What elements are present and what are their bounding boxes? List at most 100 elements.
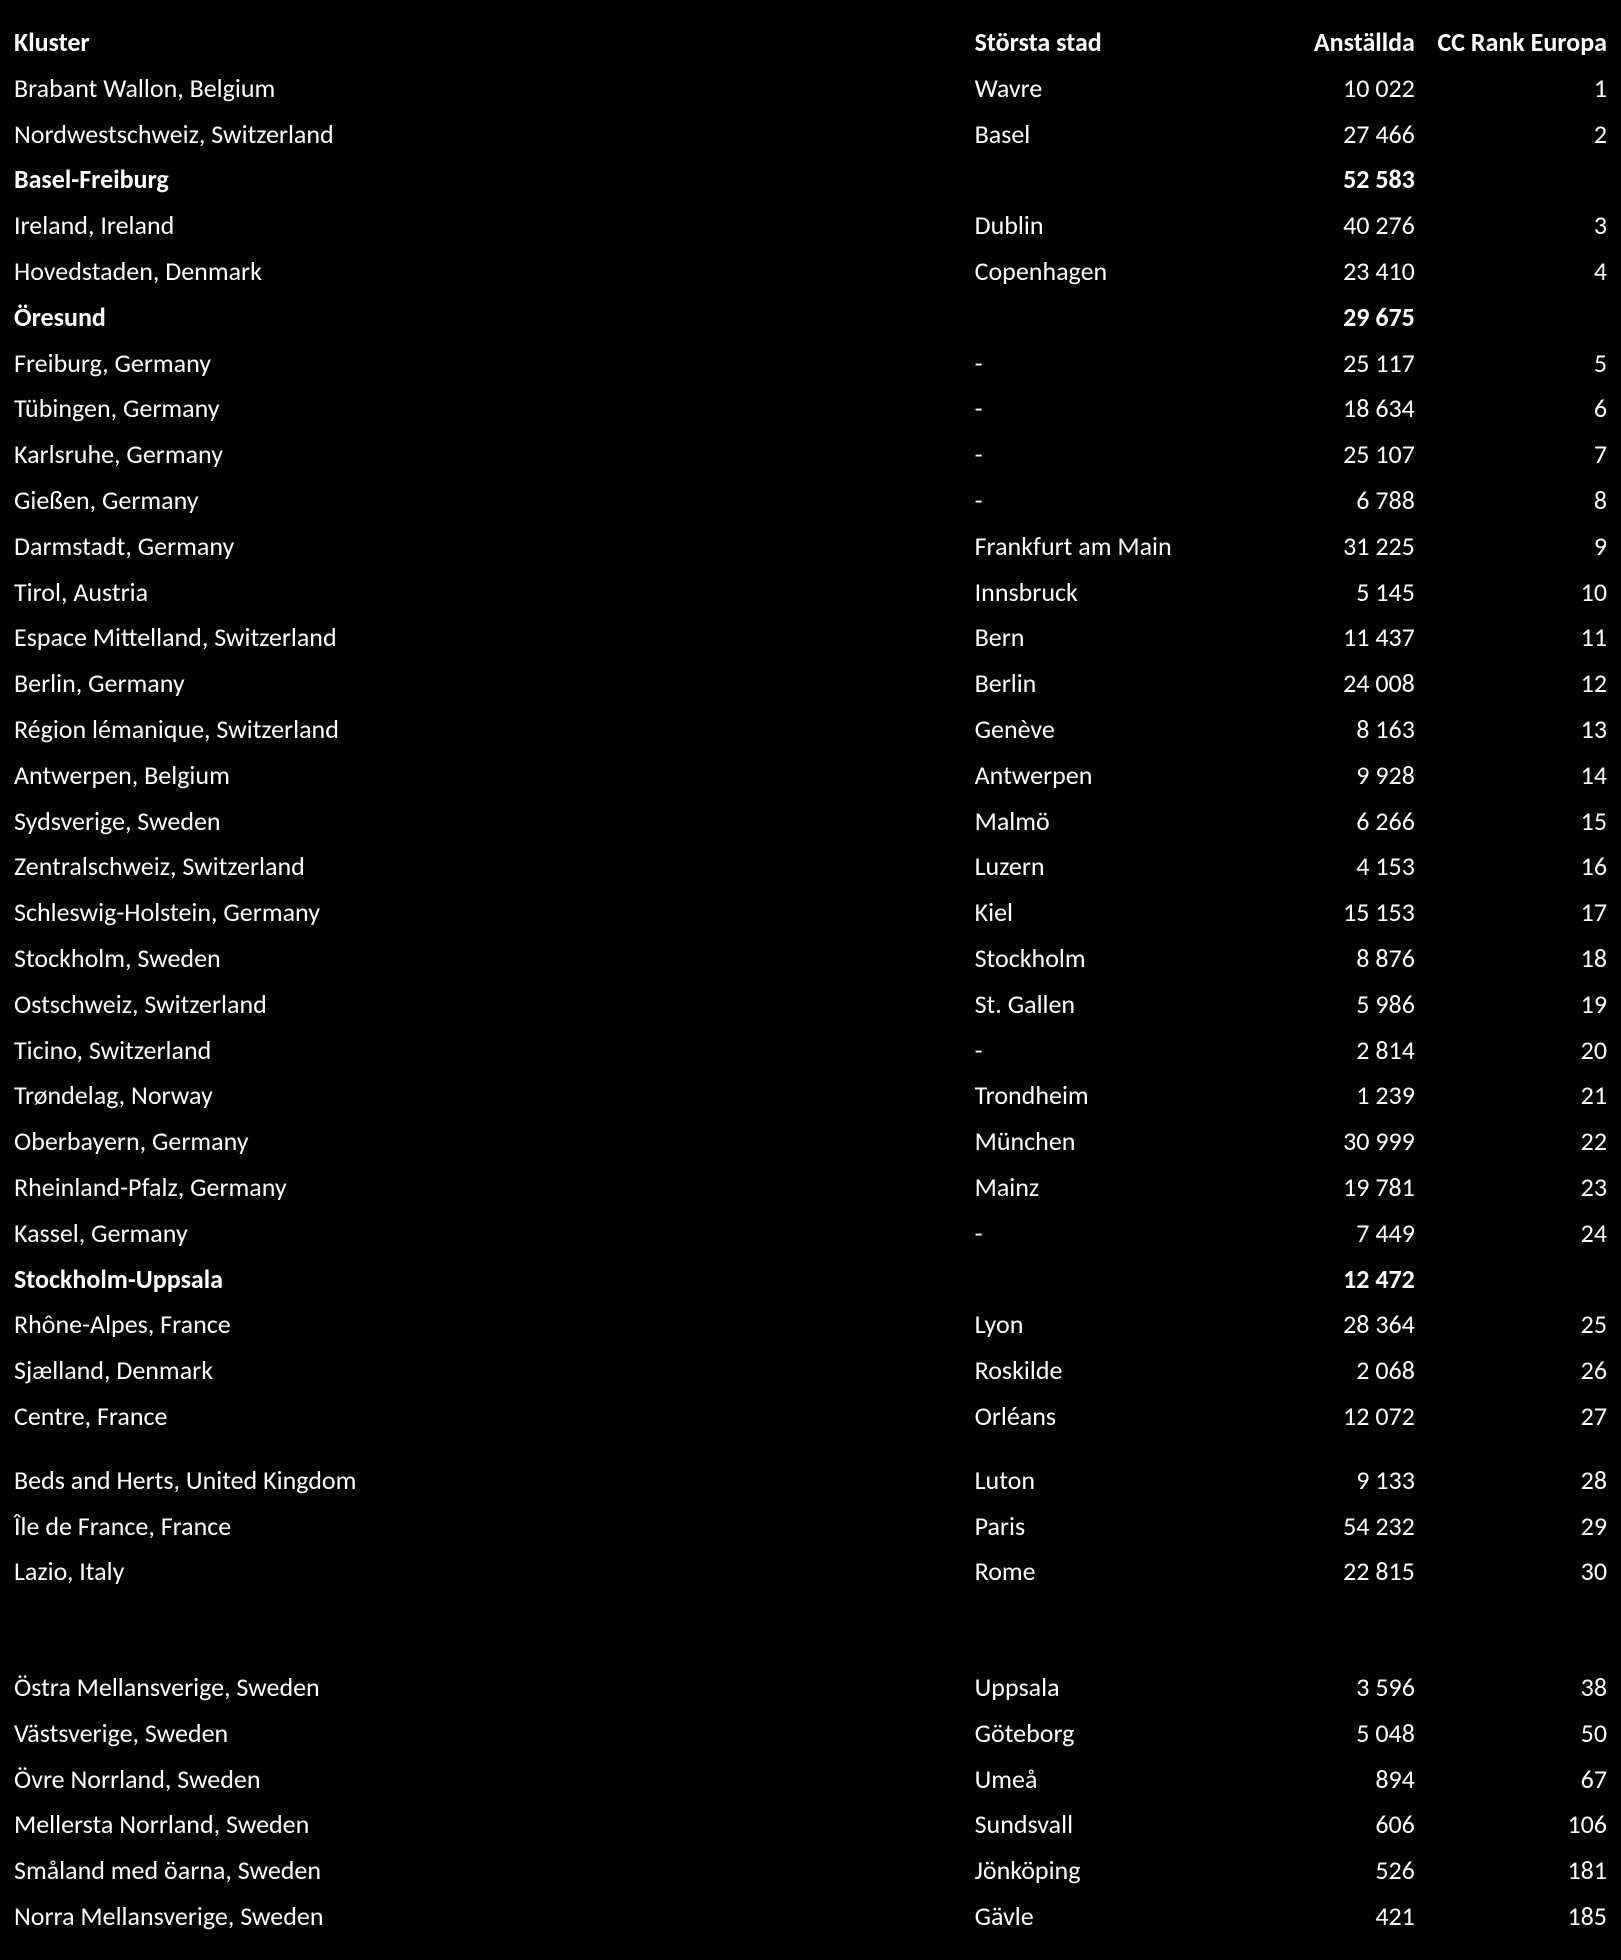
cell-cluster: Zentralschweiz, Switzerland	[10, 844, 971, 890]
cell-rank: 21	[1419, 1073, 1611, 1119]
table-row: Sjælland, DenmarkRoskilde2 06826	[10, 1348, 1611, 1394]
cell-city: Antwerpen	[971, 753, 1259, 799]
cell-rank: 5	[1419, 341, 1611, 387]
cell-city: Gävle	[971, 1894, 1259, 1940]
cell-rank: 16	[1419, 844, 1611, 890]
table-row: Île de France, FranceParis54 23229	[10, 1504, 1611, 1550]
gap-row	[10, 1595, 1611, 1665]
cell-cluster: Basel-Freiburg	[10, 157, 971, 203]
cell-city: Basel	[971, 112, 1259, 158]
cell-employees: 52 583	[1259, 157, 1419, 203]
cell-employees: 9 928	[1259, 753, 1419, 799]
cell-rank: 10	[1419, 570, 1611, 616]
cell-city: Luton	[971, 1458, 1259, 1504]
cell-employees: 31 225	[1259, 524, 1419, 570]
cell-rank	[1419, 295, 1611, 341]
table-row: Västsverige, SwedenGöteborg5 04850	[10, 1711, 1611, 1757]
cluster-table: Kluster Största stad Anställda CC Rank E…	[10, 20, 1611, 1940]
cell-rank: 30	[1419, 1549, 1611, 1595]
cell-rank: 67	[1419, 1757, 1611, 1803]
table-row: Centre, FranceOrléans12 07227	[10, 1394, 1611, 1440]
table-row: Berlin, GermanyBerlin24 00812	[10, 661, 1611, 707]
cell-rank: 4	[1419, 249, 1611, 295]
table-row: Tübingen, Germany-18 6346	[10, 386, 1611, 432]
cell-cluster: Rhône-Alpes, France	[10, 1302, 971, 1348]
cell-rank: 14	[1419, 753, 1611, 799]
cell-cluster: Nordwestschweiz, Switzerland	[10, 112, 971, 158]
cell-rank: 20	[1419, 1028, 1611, 1074]
cell-cluster: Småland med öarna, Sweden	[10, 1848, 971, 1894]
cell-rank: 18	[1419, 936, 1611, 982]
table-row: Tirol, AustriaInnsbruck5 14510	[10, 570, 1611, 616]
cell-rank	[1419, 1257, 1611, 1303]
table-row: Småland med öarna, SwedenJönköping526181	[10, 1848, 1611, 1894]
cell-employees: 23 410	[1259, 249, 1419, 295]
cell-city: Copenhagen	[971, 249, 1259, 295]
cell-cluster: Île de France, France	[10, 1504, 971, 1550]
cell-cluster: Västsverige, Sweden	[10, 1711, 971, 1757]
cell-employees: 54 232	[1259, 1504, 1419, 1550]
table-row: Sydsverige, SwedenMalmö6 26615	[10, 799, 1611, 845]
cell-cluster: Kassel, Germany	[10, 1211, 971, 1257]
cell-city: Rome	[971, 1549, 1259, 1595]
table-row: Zentralschweiz, SwitzerlandLuzern4 15316	[10, 844, 1611, 890]
cell-city: Jönköping	[971, 1848, 1259, 1894]
cell-employees: 25 117	[1259, 341, 1419, 387]
table-row: Rheinland-Pfalz, GermanyMainz19 78123	[10, 1165, 1611, 1211]
cell-rank: 29	[1419, 1504, 1611, 1550]
cell-rank: 28	[1419, 1458, 1611, 1504]
cell-city: Trondheim	[971, 1073, 1259, 1119]
cell-city: -	[971, 341, 1259, 387]
cell-cluster: Brabant Wallon, Belgium	[10, 66, 971, 112]
cell-employees: 27 466	[1259, 112, 1419, 158]
cell-cluster: Région lémanique, Switzerland	[10, 707, 971, 753]
table-row: Norra Mellansverige, SwedenGävle421185	[10, 1894, 1611, 1940]
cell-cluster: Stockholm, Sweden	[10, 936, 971, 982]
cell-employees: 7 449	[1259, 1211, 1419, 1257]
cell-cluster: Darmstadt, Germany	[10, 524, 971, 570]
cell-rank: 13	[1419, 707, 1611, 753]
cell-cluster: Ostschweiz, Switzerland	[10, 982, 971, 1028]
cell-employees: 894	[1259, 1757, 1419, 1803]
cell-employees: 18 634	[1259, 386, 1419, 432]
header-city: Största stad	[971, 20, 1259, 66]
table-row: Région lémanique, SwitzerlandGenève8 163…	[10, 707, 1611, 753]
cell-city: -	[971, 1211, 1259, 1257]
cell-employees: 40 276	[1259, 203, 1419, 249]
cell-city: Genève	[971, 707, 1259, 753]
table-row: Mellersta Norrland, SwedenSundsvall60610…	[10, 1802, 1611, 1848]
cell-employees: 606	[1259, 1802, 1419, 1848]
cell-employees: 25 107	[1259, 432, 1419, 478]
cell-city: -	[971, 432, 1259, 478]
cell-city: Paris	[971, 1504, 1259, 1550]
table-row: Schleswig-Holstein, GermanyKiel15 15317	[10, 890, 1611, 936]
cell-rank: 12	[1419, 661, 1611, 707]
cell-employees: 2 814	[1259, 1028, 1419, 1074]
cell-employees: 5 145	[1259, 570, 1419, 616]
table-row: Antwerpen, BelgiumAntwerpen9 92814	[10, 753, 1611, 799]
cell-employees: 11 437	[1259, 615, 1419, 661]
cell-cluster: Espace Mittelland, Switzerland	[10, 615, 971, 661]
cell-city: Frankfurt am Main	[971, 524, 1259, 570]
cell-city: -	[971, 1028, 1259, 1074]
cell-cluster: Sydsverige, Sweden	[10, 799, 971, 845]
table-row: Ticino, Switzerland-2 81420	[10, 1028, 1611, 1074]
header-rank: CC Rank Europa	[1419, 20, 1611, 66]
cell-employees: 3 596	[1259, 1665, 1419, 1711]
table-row: Nordwestschweiz, SwitzerlandBasel27 4662	[10, 112, 1611, 158]
cell-city: -	[971, 478, 1259, 524]
cell-employees: 2 068	[1259, 1348, 1419, 1394]
cell-rank: 7	[1419, 432, 1611, 478]
cell-city: Bern	[971, 615, 1259, 661]
cell-employees: 10 022	[1259, 66, 1419, 112]
table-row: Trøndelag, NorwayTrondheim1 23921	[10, 1073, 1611, 1119]
cell-cluster: Lazio, Italy	[10, 1549, 971, 1595]
cell-rank: 6	[1419, 386, 1611, 432]
cell-city: Orléans	[971, 1394, 1259, 1440]
cell-rank: 27	[1419, 1394, 1611, 1440]
cell-rank: 24	[1419, 1211, 1611, 1257]
cell-employees: 1 239	[1259, 1073, 1419, 1119]
cell-city	[971, 295, 1259, 341]
cell-rank: 38	[1419, 1665, 1611, 1711]
cell-rank: 1	[1419, 66, 1611, 112]
